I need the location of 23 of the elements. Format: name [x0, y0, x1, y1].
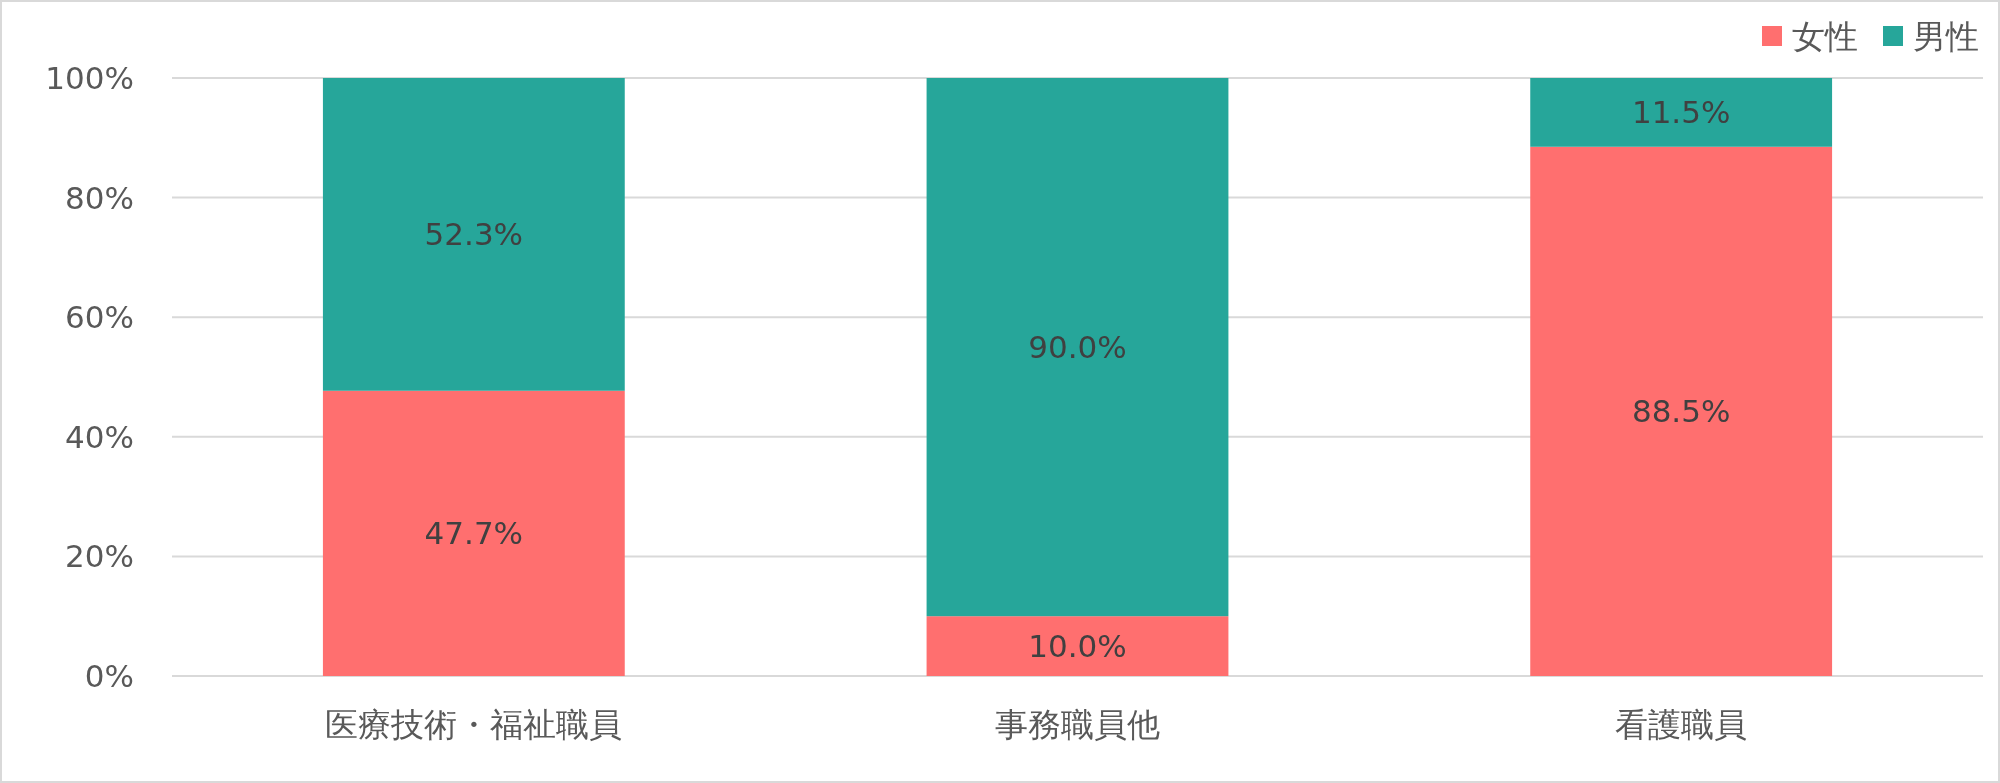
bar: [1530, 78, 1833, 147]
data-label: 47.7%: [424, 515, 524, 552]
legend-label: 女性: [1792, 17, 1858, 56]
data-label: 11.5%: [1631, 94, 1731, 131]
x-tick-label: 事務職員他: [995, 705, 1160, 744]
data-label: 90.0%: [1028, 329, 1127, 366]
y-tick-label: 0%: [84, 658, 134, 694]
bar: [1530, 146, 1833, 676]
bar: [926, 616, 1229, 676]
y-tick-label: 40%: [65, 418, 134, 455]
y-tick-label: 60%: [65, 299, 134, 336]
y-tick-label: 100%: [45, 60, 134, 96]
bar: [926, 78, 1229, 617]
legend-label: 男性: [1913, 17, 1979, 56]
y-tick-label: 20%: [65, 538, 134, 575]
bar: [322, 390, 625, 676]
x-tick-label: 医療技術・福祉職員: [325, 705, 623, 744]
y-tick-label: 80%: [65, 179, 134, 216]
bar: [322, 78, 625, 391]
data-label: 52.3%: [424, 216, 524, 253]
data-label: 10.0%: [1028, 628, 1127, 665]
x-tick-label: 看護職員: [1615, 705, 1748, 744]
data-label: 88.5%: [1631, 393, 1731, 430]
